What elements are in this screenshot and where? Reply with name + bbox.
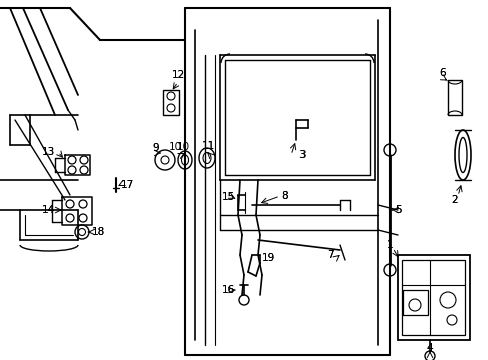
Text: 15: 15 bbox=[221, 192, 234, 202]
Text: 11: 11 bbox=[201, 141, 214, 151]
Bar bbox=[163, 90, 179, 115]
Text: 3: 3 bbox=[298, 150, 305, 160]
Text: 9: 9 bbox=[152, 143, 159, 153]
Text: 3: 3 bbox=[298, 150, 305, 160]
Text: 2: 2 bbox=[451, 195, 457, 205]
Text: 10: 10 bbox=[176, 142, 189, 152]
Text: 6: 6 bbox=[439, 68, 446, 78]
Text: 14: 14 bbox=[41, 205, 55, 215]
Text: 19: 19 bbox=[261, 253, 274, 263]
Text: 15: 15 bbox=[221, 192, 234, 202]
Text: 12: 12 bbox=[171, 70, 184, 80]
Text: 6: 6 bbox=[439, 68, 446, 78]
Text: 18: 18 bbox=[91, 227, 104, 237]
Text: 18: 18 bbox=[91, 227, 104, 237]
Text: 8: 8 bbox=[281, 191, 288, 201]
Text: 12: 12 bbox=[171, 70, 184, 80]
Text: 7: 7 bbox=[326, 250, 333, 260]
Text: 5: 5 bbox=[394, 205, 401, 215]
Text: 17: 17 bbox=[120, 180, 133, 190]
Text: 11: 11 bbox=[201, 141, 214, 151]
Text: 4: 4 bbox=[426, 343, 432, 353]
Text: 19: 19 bbox=[261, 253, 274, 263]
Text: 16: 16 bbox=[221, 285, 234, 295]
Text: 14: 14 bbox=[41, 205, 55, 215]
Text: 13: 13 bbox=[41, 147, 55, 157]
Bar bbox=[401, 260, 464, 335]
Text: 1: 1 bbox=[386, 240, 392, 250]
Text: 17: 17 bbox=[120, 180, 133, 190]
Text: 8: 8 bbox=[281, 191, 288, 201]
Text: 16: 16 bbox=[221, 285, 234, 295]
Text: 13: 13 bbox=[41, 147, 55, 157]
Text: 9: 9 bbox=[152, 143, 159, 153]
Bar bbox=[402, 290, 427, 315]
Text: 2: 2 bbox=[451, 195, 457, 205]
Text: 7: 7 bbox=[326, 250, 333, 260]
Bar bbox=[447, 80, 461, 115]
Text: 10: 10 bbox=[168, 142, 181, 152]
Text: 5: 5 bbox=[394, 205, 401, 215]
Text: 1: 1 bbox=[386, 240, 392, 250]
Text: 4: 4 bbox=[426, 343, 432, 353]
Bar bbox=[397, 255, 469, 340]
